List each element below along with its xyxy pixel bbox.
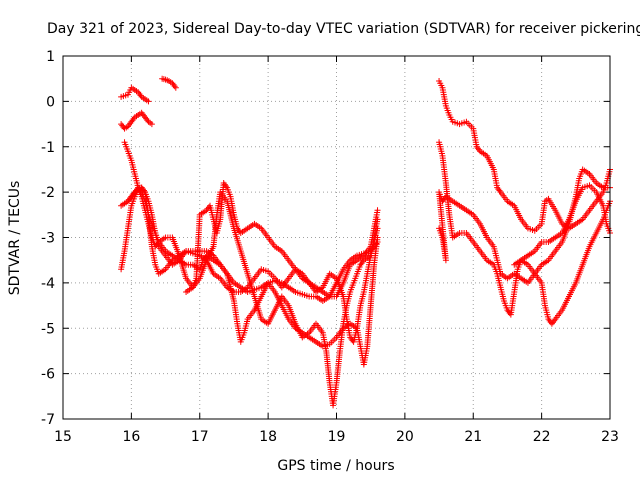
chart-title: Day 321 of 2023, Sidereal Day-to-day VTE… [47,21,640,37]
series-track-d [118,184,381,345]
data-point [374,207,381,214]
x-tick-label: 21 [464,429,482,445]
x-tick-label: 20 [396,429,414,445]
series-track-i [436,77,613,234]
series-track-g [124,184,381,305]
y-tick-label: -1 [41,140,55,156]
y-tick-label: -7 [41,412,55,428]
series-track-a [118,84,152,105]
series-track-k [436,166,613,286]
data-marks [118,75,613,409]
y-tick-label: -2 [41,185,55,201]
x-axis-label: GPS time / hours [277,458,394,474]
series-track-e [118,186,381,409]
data-point [145,98,152,105]
x-tick-label: 16 [122,429,140,445]
x-tick-labels: 15 16 17 18 19 20 21 22 23 [54,429,619,445]
data-point [172,84,179,91]
y-tick-label: -4 [41,276,55,292]
x-tick-label: 22 [533,429,551,445]
x-tick-label: 17 [191,429,209,445]
x-tick-label: 23 [601,429,619,445]
y-tick-label: -6 [41,367,55,383]
series-track-c [118,109,155,132]
y-axis-label: SDTVAR / TECUs [7,181,23,296]
y-tick-label: -5 [41,321,55,337]
plot-frame [62,55,611,420]
series-track-b [159,75,179,91]
series-track-f [121,139,381,368]
y-tick-label: 1 [46,49,55,65]
grid [63,56,610,419]
x-tick-label: 15 [54,429,72,445]
data-point [374,239,381,246]
y-tick-label: -3 [41,231,55,247]
data-point [148,121,155,128]
series-track-l [511,182,613,268]
y-tick-label: 0 [46,94,55,110]
x-tick-label: 18 [259,429,277,445]
y-tick-labels: 1 0 -1 -2 -3 -4 -5 -6 -7 [41,49,55,428]
series-track-h [183,180,381,300]
x-tick-label: 19 [328,429,346,445]
series-track-j [436,139,613,327]
